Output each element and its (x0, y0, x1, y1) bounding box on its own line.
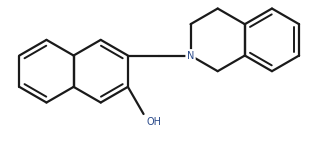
Text: OH: OH (146, 117, 161, 127)
Text: N: N (187, 50, 194, 60)
